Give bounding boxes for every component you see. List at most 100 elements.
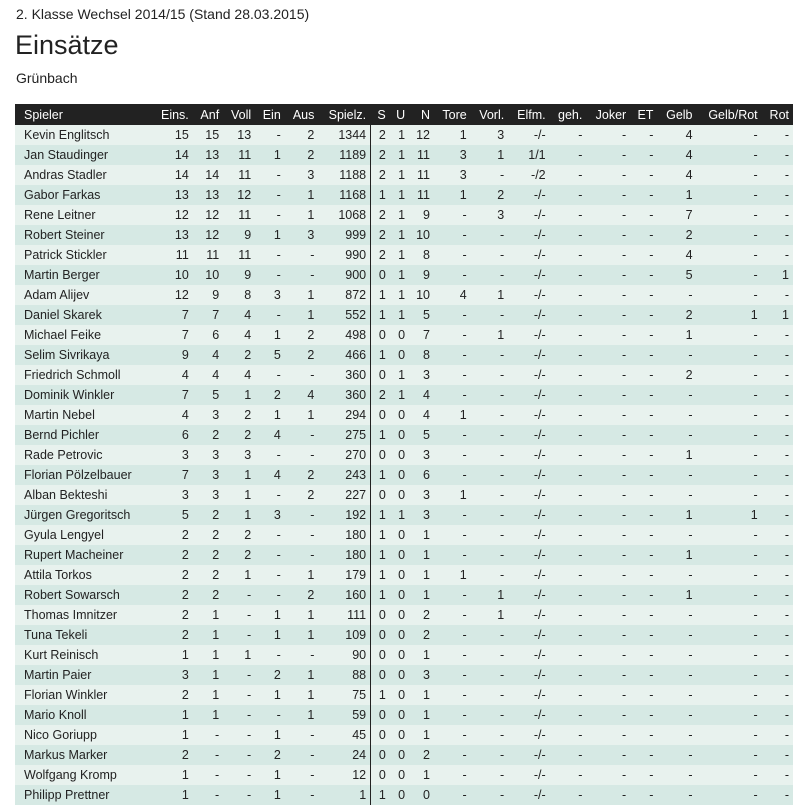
stat-cell: -: [630, 225, 658, 245]
stat-cell: -: [433, 545, 471, 565]
stat-cell: -: [696, 545, 762, 565]
stat-cell: 2: [370, 145, 390, 165]
stat-cell: -/-: [508, 685, 550, 705]
stat-cell: 0: [370, 325, 390, 345]
stat-cell: -: [192, 745, 224, 765]
stat-cell: 2: [657, 365, 697, 385]
stat-cell: -: [433, 245, 471, 265]
stat-cell: 1: [470, 285, 509, 305]
stat-cell: -: [549, 725, 587, 745]
stat-cell: -: [761, 185, 793, 205]
stat-cell: 2: [370, 205, 390, 225]
stat-cell: -: [586, 125, 631, 145]
column-header: N: [409, 104, 434, 125]
stat-cell: 2: [192, 425, 224, 445]
stat-cell: 2: [284, 145, 319, 165]
stat-cell: -: [630, 145, 658, 165]
stat-cell: 2: [192, 505, 224, 525]
stat-cell: -: [696, 225, 762, 245]
stat-cell: -: [549, 205, 587, 225]
stat-cell: 6: [152, 425, 193, 445]
column-header: Spieler: [15, 104, 153, 125]
stat-cell: 1: [284, 605, 319, 625]
table-row: Patrick Stickler 11 11 11- -990 2 1 8- - -/- - - -4-…: [15, 245, 793, 265]
stat-cell: 0: [389, 665, 410, 685]
stat-cell: -: [433, 365, 471, 385]
stat-cell: -: [630, 625, 658, 645]
stat-cell: 2: [255, 665, 285, 685]
stat-cell: 4: [192, 365, 224, 385]
stat-cell: 1: [470, 145, 509, 165]
stat-cell: 2: [370, 385, 390, 405]
stat-cell: 1: [389, 265, 410, 285]
stat-cell: -: [470, 545, 509, 565]
stat-cell: 0: [370, 485, 390, 505]
stat-cell: 59: [318, 705, 372, 725]
player-stats-table: Spieler Eins. Anf Voll Ein Aus Spielz. S U N Tore V…: [15, 104, 793, 805]
player-name: Nico Goriupp: [15, 725, 153, 745]
stat-cell: -: [761, 365, 793, 385]
stat-cell: -: [761, 245, 793, 265]
stat-cell: -: [696, 685, 762, 705]
stat-cell: 1: [409, 765, 434, 785]
stat-cell: -: [696, 425, 762, 445]
stat-cell: -: [586, 285, 631, 305]
table-row: Florian Winkler 2 1-1 1 75 1 0 1- - -/- - - - - - -: [15, 685, 793, 705]
stat-cell: -: [696, 345, 762, 365]
stat-cell: -: [630, 605, 658, 625]
stat-cell: -/-: [508, 745, 550, 765]
stat-cell: 11: [192, 245, 224, 265]
player-name: Thomas Imnitzer: [15, 605, 153, 625]
stat-cell: -: [657, 565, 697, 585]
stat-cell: 1: [223, 385, 256, 405]
table-row: Adam Alijev 12 9 8 3 1 872 1 1 10 4 1 -/- - - - - - -: [15, 285, 793, 305]
stat-cell: -/-: [508, 645, 550, 665]
column-header: Voll: [223, 104, 256, 125]
stat-cell: 1: [657, 185, 697, 205]
table-row: Jürgen Gregoritsch 5 2 1 3-192 1 1 3- - -/- - - -1 1-: [15, 505, 793, 525]
stat-cell: -: [470, 445, 509, 465]
stat-cell: -: [586, 325, 631, 345]
stat-cell: 1: [389, 225, 410, 245]
stat-cell: -/-: [508, 185, 550, 205]
team-name: Grünbach: [16, 70, 78, 86]
player-name: Martin Nebel: [15, 405, 153, 425]
stat-cell: 0: [389, 545, 410, 565]
stat-cell: 2: [409, 605, 434, 625]
stat-cell: 0: [389, 565, 410, 585]
stat-cell: -: [549, 565, 587, 585]
stat-cell: 3: [255, 285, 285, 305]
stat-cell: 2: [152, 685, 193, 705]
stat-cell: -: [657, 285, 697, 305]
player-name: Robert Sowarsch: [15, 585, 153, 605]
stat-cell: 0: [370, 745, 390, 765]
stat-cell: -: [761, 385, 793, 405]
stat-cell: 7: [657, 205, 697, 225]
column-header: Tore: [433, 104, 471, 125]
stat-cell: 1: [657, 445, 697, 465]
stat-cell: 13: [152, 225, 193, 245]
stat-cell: 5: [192, 385, 224, 405]
column-header: geh.: [549, 104, 587, 125]
stat-cell: -/-: [508, 585, 550, 605]
stat-cell: -: [255, 445, 285, 465]
player-name: Jürgen Gregoritsch: [15, 505, 153, 525]
stat-cell: -: [630, 245, 658, 265]
stat-cell: 3: [255, 505, 285, 525]
stat-cell: -: [433, 205, 471, 225]
stat-cell: -: [586, 165, 631, 185]
stat-cell: 1: [192, 645, 224, 665]
stat-cell: 2: [152, 585, 193, 605]
player-name: Tuna Tekeli: [15, 625, 153, 645]
stat-cell: -: [586, 185, 631, 205]
stat-cell: -: [657, 405, 697, 425]
stat-cell: -/-: [508, 125, 550, 145]
stat-cell: -: [470, 505, 509, 525]
stat-cell: 9: [409, 205, 434, 225]
stat-cell: -: [696, 145, 762, 165]
stat-cell: -: [630, 165, 658, 185]
stat-cell: -: [549, 685, 587, 705]
stat-cell: -: [586, 605, 631, 625]
stat-cell: -: [586, 565, 631, 585]
stat-cell: -: [630, 425, 658, 445]
